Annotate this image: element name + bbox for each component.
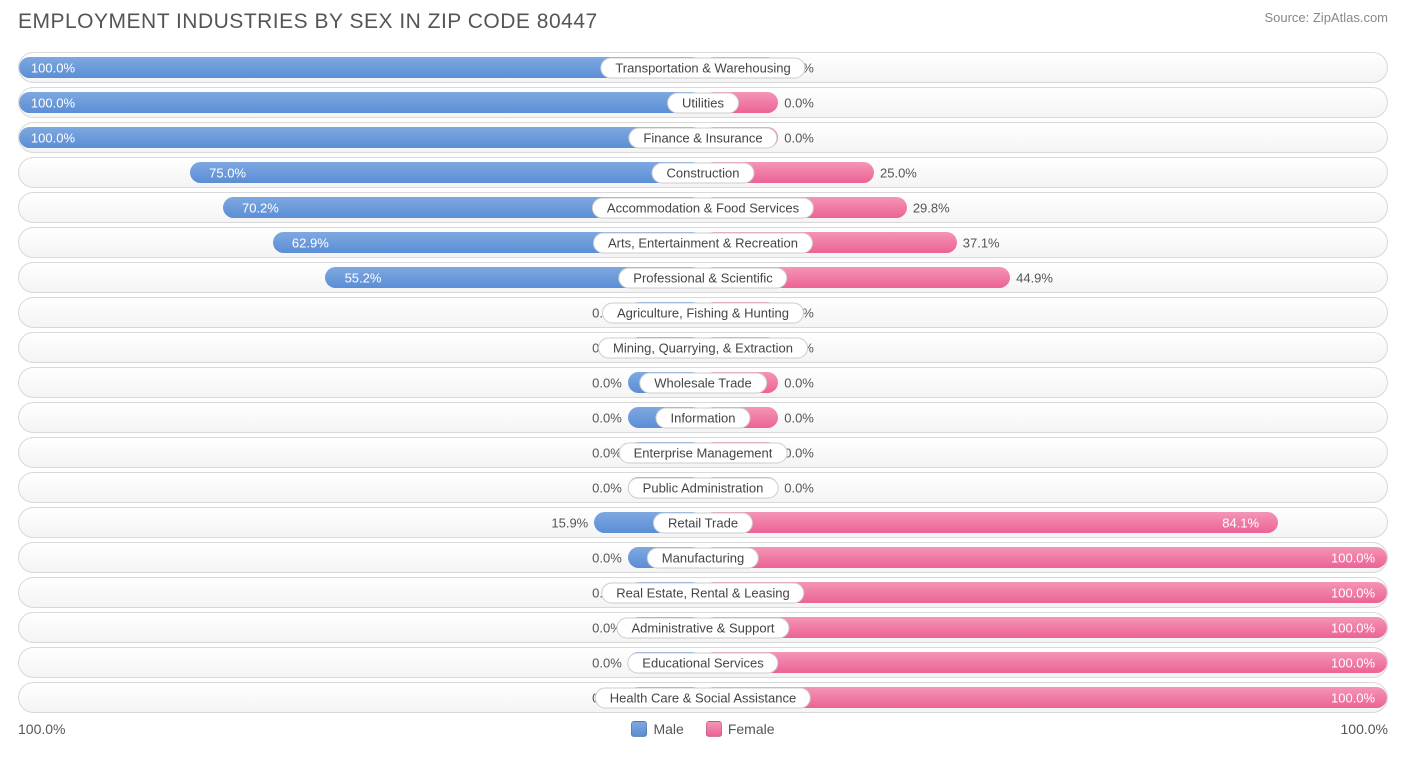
female-pct-label: 100.0% xyxy=(1331,620,1375,635)
chart-row: 100.0%0.0%Transportation & Warehousing xyxy=(18,52,1388,83)
legend-label-male: Male xyxy=(653,721,683,737)
chart-row: 62.9% 37.1% Arts, Entertainment & Recreati… xyxy=(18,227,1388,258)
category-label: Enterprise Management xyxy=(619,442,788,463)
female-bar xyxy=(703,547,1387,568)
category-label: Finance & Insurance xyxy=(628,127,777,148)
male-pct-label: 0.0% xyxy=(592,655,622,670)
category-label: Construction xyxy=(652,162,755,183)
female-bar xyxy=(703,617,1387,638)
female-pct-label: 0.0% xyxy=(784,445,814,460)
female-pct-label: 0.0% xyxy=(784,95,814,110)
chart-source: Source: ZipAtlas.com xyxy=(1264,10,1388,25)
category-label: Arts, Entertainment & Recreation xyxy=(593,232,813,253)
female-pct-label: 0.0% xyxy=(784,410,814,425)
female-bar xyxy=(703,582,1387,603)
male-pct-label: 100.0% xyxy=(31,60,75,75)
category-label: Public Administration xyxy=(628,477,779,498)
male-pct-label: 0.0% xyxy=(592,375,622,390)
category-label: Transportation & Warehousing xyxy=(600,57,805,78)
category-label: Agriculture, Fishing & Hunting xyxy=(602,302,804,323)
chart-header: EMPLOYMENT INDUSTRIES BY SEX IN ZIP CODE… xyxy=(18,10,1388,34)
female-pct-label: 25.0% xyxy=(880,165,917,180)
male-bar xyxy=(190,162,703,183)
chart-row: 0.0%100.0%Administrative & Support xyxy=(18,612,1388,643)
legend-label-female: Female xyxy=(728,721,775,737)
male-pct-label: 55.2% xyxy=(345,270,382,285)
male-pct-label: 15.9% xyxy=(551,515,588,530)
chart-row: 100.0% 0.0% Utilities xyxy=(18,87,1388,118)
chart-row: 55.2% 44.9% Professional & Scientific xyxy=(18,262,1388,293)
category-label: Professional & Scientific xyxy=(618,267,787,288)
female-pct-label: 0.0% xyxy=(784,130,814,145)
female-bar xyxy=(703,512,1278,533)
female-pct-label: 100.0% xyxy=(1331,690,1375,705)
category-label: Educational Services xyxy=(627,652,778,673)
legend-item-female: Female xyxy=(706,721,775,737)
female-bar xyxy=(703,652,1387,673)
chart-row: 0.0%100.0%Health Care & Social Assistanc… xyxy=(18,682,1388,713)
chart-row: 75.0% 25.0% Construction xyxy=(18,157,1388,188)
category-label: Mining, Quarrying, & Extraction xyxy=(598,337,808,358)
chart-row: 0.0% 0.0% Wholesale Trade xyxy=(18,367,1388,398)
female-pct-label: 44.9% xyxy=(1016,270,1053,285)
category-label: Manufacturing xyxy=(647,547,759,568)
female-pct-label: 84.1% xyxy=(1222,515,1259,530)
chart-row: 0.0%0.0%Mining, Quarrying, & Extraction xyxy=(18,332,1388,363)
axis-left-label: 100.0% xyxy=(18,721,65,737)
male-pct-label: 0.0% xyxy=(592,410,622,425)
chart-rows: 100.0%0.0%Transportation & Warehousing10… xyxy=(18,52,1388,713)
chart-footer: 100.0% Male Female 100.0% xyxy=(18,721,1388,737)
category-label: Utilities xyxy=(667,92,739,113)
legend-item-male: Male xyxy=(631,721,683,737)
female-pct-label: 0.0% xyxy=(784,480,814,495)
male-bar xyxy=(19,127,703,148)
chart-row: 0.0% 100.0% Manufacturing xyxy=(18,542,1388,573)
female-pct-label: 0.0% xyxy=(784,375,814,390)
category-label: Accommodation & Food Services xyxy=(592,197,814,218)
chart-row: 0.0% 0.0% Information xyxy=(18,402,1388,433)
chart-row: 0.0% 100.0% Educational Services xyxy=(18,647,1388,678)
male-pct-label: 100.0% xyxy=(31,130,75,145)
female-pct-label: 29.8% xyxy=(913,200,950,215)
male-pct-label: 0.0% xyxy=(592,480,622,495)
male-pct-label: 75.0% xyxy=(209,165,246,180)
male-pct-label: 0.0% xyxy=(592,550,622,565)
axis-right-label: 100.0% xyxy=(1341,721,1388,737)
chart-row: 0.0%100.0%Real Estate, Rental & Leasing xyxy=(18,577,1388,608)
chart-row: 0.0%0.0%Agriculture, Fishing & Hunting xyxy=(18,297,1388,328)
chart-row: 0.0% 0.0%Enterprise Management xyxy=(18,437,1388,468)
category-label: Administrative & Support xyxy=(616,617,789,638)
legend-swatch-male xyxy=(631,721,647,737)
male-pct-label: 70.2% xyxy=(242,200,279,215)
female-pct-label: 100.0% xyxy=(1331,550,1375,565)
legend-swatch-female xyxy=(706,721,722,737)
category-label: Health Care & Social Assistance xyxy=(595,687,811,708)
chart-row: 100.0% 0.0% Finance & Insurance xyxy=(18,122,1388,153)
male-bar xyxy=(19,92,703,113)
category-label: Retail Trade xyxy=(653,512,753,533)
male-pct-label: 0.0% xyxy=(592,445,622,460)
male-pct-label: 62.9% xyxy=(292,235,329,250)
female-pct-label: 37.1% xyxy=(963,235,1000,250)
chart-row: 70.2% 29.8% Accommodation & Food Services xyxy=(18,192,1388,223)
chart-title: EMPLOYMENT INDUSTRIES BY SEX IN ZIP CODE… xyxy=(18,10,598,34)
category-label: Wholesale Trade xyxy=(639,372,767,393)
chart-row: 15.9% 84.1% Retail Trade xyxy=(18,507,1388,538)
female-pct-label: 100.0% xyxy=(1331,585,1375,600)
legend: Male Female xyxy=(631,721,774,737)
category-label: Information xyxy=(655,407,750,428)
female-pct-label: 100.0% xyxy=(1331,655,1375,670)
category-label: Real Estate, Rental & Leasing xyxy=(601,582,804,603)
male-pct-label: 100.0% xyxy=(31,95,75,110)
chart-row: 0.0% 0.0% Public Administration xyxy=(18,472,1388,503)
